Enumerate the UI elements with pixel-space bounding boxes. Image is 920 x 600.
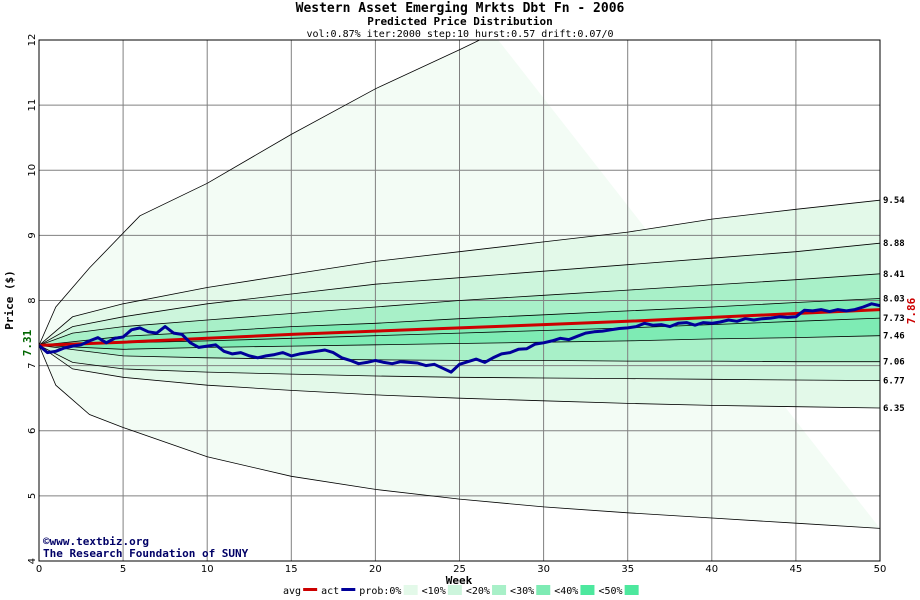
x-tick-20: 20 (369, 564, 382, 575)
y-tick-9: 9 (27, 232, 38, 238)
end-label-6: 7.46 (883, 332, 905, 342)
percentile-curve-9 (39, 345, 880, 409)
percentile-curve-10 (39, 345, 880, 529)
y-tick-10: 10 (27, 164, 38, 177)
chart-subtitle: Predicted Price Distribution (367, 15, 552, 28)
percentile-curve-7 (39, 345, 880, 363)
series-line-act (39, 302, 880, 374)
percentile-end-labels: 9.54 8.88 8.41 8.03 7.73 7.46 7.06 6.77 6.35 (883, 196, 905, 414)
y-tick-11: 11 (27, 99, 38, 112)
legend-label-3: <10% (422, 586, 446, 597)
legend-label-0: avg (283, 586, 301, 597)
x-tick-25: 25 (453, 564, 466, 575)
legend-swatch-2 (403, 585, 418, 595)
percentile-curve-3 (39, 273, 880, 346)
legend-label-4: <20% (466, 586, 490, 597)
x-tick-50: 50 (874, 564, 887, 575)
y-axis-label: Price ($) (3, 270, 16, 330)
y-tick-6: 6 (27, 428, 38, 434)
end-label-7: 7.06 (883, 358, 905, 368)
price-series (39, 302, 880, 374)
x-tick-45: 45 (790, 564, 803, 575)
percentile-curve-6 (39, 335, 880, 350)
end-label-3: 8.41 (883, 270, 905, 280)
x-tick-15: 15 (285, 564, 298, 575)
x-tick-40: 40 (705, 564, 718, 575)
start-price-label: 7.31 (21, 329, 34, 356)
y-tick-12: 12 (27, 34, 38, 47)
x-tick-0: 0 (36, 564, 42, 575)
y-tick-7: 7 (27, 362, 38, 368)
legend-line-0 (303, 588, 318, 591)
legend-swatch-7 (624, 585, 639, 595)
legend-swatch-6 (580, 585, 595, 595)
chart-title: Western Asset Emerging Mrkts Dbt Fn - 20… (296, 1, 625, 16)
percentile-curves (39, 40, 880, 529)
legend-label-7: <50% (598, 586, 622, 597)
x-tick-35: 35 (621, 564, 634, 575)
end-label-4: 8.03 (883, 295, 905, 305)
x-tick-labels: 0 5 10 15 20 25 30 35 40 45 50 (36, 564, 887, 575)
x-tick-30: 30 (537, 564, 550, 575)
legend-label-1: act (321, 586, 339, 597)
legend-line-1 (341, 588, 356, 591)
legend-swatch-3 (447, 585, 462, 595)
end-label-5: 7.73 (883, 314, 905, 324)
plot-frame (38, 39, 881, 562)
legend-swatch-5 (536, 585, 551, 595)
end-price-label: 7.86 (905, 297, 918, 324)
x-tick-10: 10 (201, 564, 214, 575)
y-tick-labels: 4 5 6 7 8 9 10 11 12 (27, 34, 38, 565)
legend-label-5: <30% (510, 586, 534, 597)
end-label-9: 6.35 (883, 404, 905, 414)
credit-organization: The Research Foundation of SUNY (43, 547, 249, 560)
y-tick-5: 5 (27, 493, 38, 499)
percentile-curve-2 (39, 242, 880, 346)
legend-label-2: prob:0% (359, 586, 401, 597)
x-axis-label: Week (446, 574, 473, 587)
y-tick-8: 8 (27, 297, 38, 303)
end-label-8: 6.77 (883, 377, 905, 387)
percentile-curve-5 (39, 317, 880, 346)
series-line-avg (39, 308, 880, 347)
end-label-1: 9.54 (883, 196, 905, 206)
percentile-curve-8 (39, 345, 880, 381)
y-tick-4: 4 (27, 558, 38, 564)
chart-params: vol:0.87% iter:2000 step:10 hurst:0.57 d… (306, 29, 613, 40)
credit-website: ©www.textbiz.org (43, 535, 149, 548)
legend-label-6: <40% (554, 586, 578, 597)
percentile-curve-0 (39, 40, 481, 346)
percentile-curve-1 (39, 199, 880, 346)
chart-legend: avg act prob:0% <10% <20% <30% <40% <50% (283, 585, 639, 597)
x-tick-5: 5 (120, 564, 126, 575)
end-label-2: 8.88 (883, 239, 905, 249)
legend-swatch-4 (492, 585, 507, 595)
